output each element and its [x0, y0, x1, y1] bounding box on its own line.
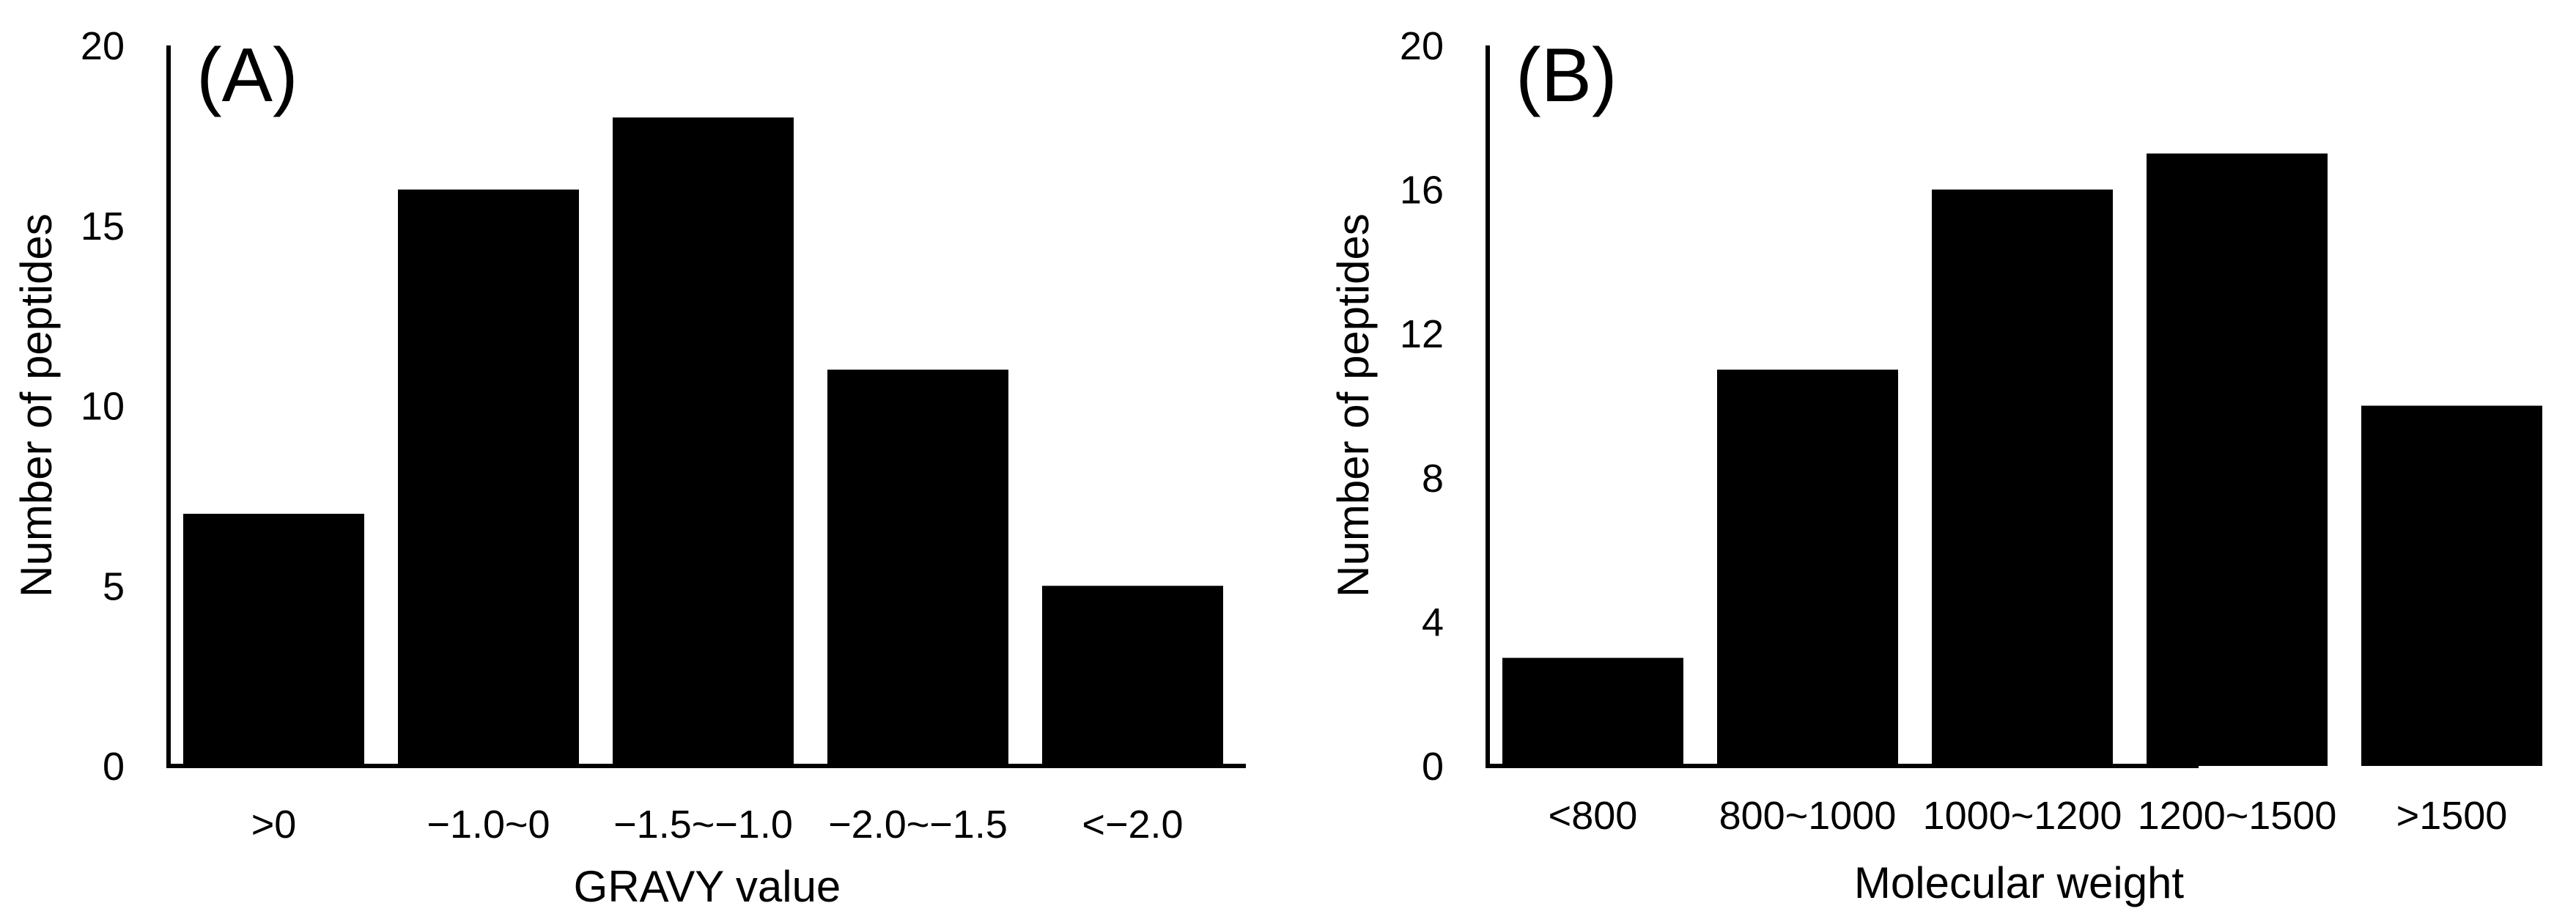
panel-b: 0 4 8 12 16 20 <800 800~1000 1000~1200 1200~1500 >… [1329, 24, 2542, 907]
panel-label: (A) [196, 33, 298, 118]
x-tick-label: 1200~1500 [2138, 794, 2337, 838]
x-tick-label: >0 [251, 803, 297, 847]
x-tick-label: >1500 [2396, 794, 2508, 838]
bar-4 [2147, 153, 2328, 766]
y-tick-label: 8 [1422, 457, 1444, 501]
x-tick-label: <−2.0 [1082, 803, 1183, 847]
y-tick-label: 0 [1422, 745, 1444, 789]
bar-3 [1932, 189, 2113, 767]
x-tick-label: −2.0~−1.5 [828, 803, 1008, 847]
x-axis-title: Molecular weight [1854, 858, 2185, 907]
bar-4 [827, 369, 1008, 767]
bar-5 [1042, 586, 1223, 766]
y-tick-label: 0 [103, 745, 125, 789]
y-tick-label: 12 [1400, 312, 1444, 356]
y-axis-title: Number of peptides [12, 213, 61, 597]
y-tick-label: 5 [103, 564, 125, 608]
bar-2 [398, 189, 579, 767]
panel-label: (B) [1516, 33, 1617, 118]
panel-a: 0 5 10 15 20 >0 −1.0~0 −1.5~−1.0 −2.0~−1.5 <−2.0 (… [12, 24, 1246, 911]
y-tick-label: 4 [1422, 600, 1444, 644]
x-tick-label: 1000~1200 [1923, 794, 2122, 838]
x-tick-label: 800~1000 [1719, 794, 1897, 838]
y-axis-title: Number of peptides [1329, 213, 1378, 597]
bar-1 [1502, 657, 1683, 766]
bar-1 [183, 513, 364, 766]
y-tick-label: 15 [81, 204, 125, 248]
y-tick-label: 16 [1400, 169, 1444, 213]
x-tick-label: −1.5~−1.0 [613, 803, 793, 847]
bar-5 [2361, 405, 2542, 766]
bar-3 [613, 117, 794, 767]
x-tick-label: −1.0~0 [427, 803, 550, 847]
bar-2 [1717, 369, 1898, 767]
x-axis-title: GRAVY value [574, 862, 841, 911]
y-tick-label: 20 [81, 24, 125, 68]
x-tick-label: <800 [1549, 794, 1638, 838]
y-tick-label: 10 [81, 385, 125, 429]
y-tick-label: 20 [1400, 24, 1444, 68]
